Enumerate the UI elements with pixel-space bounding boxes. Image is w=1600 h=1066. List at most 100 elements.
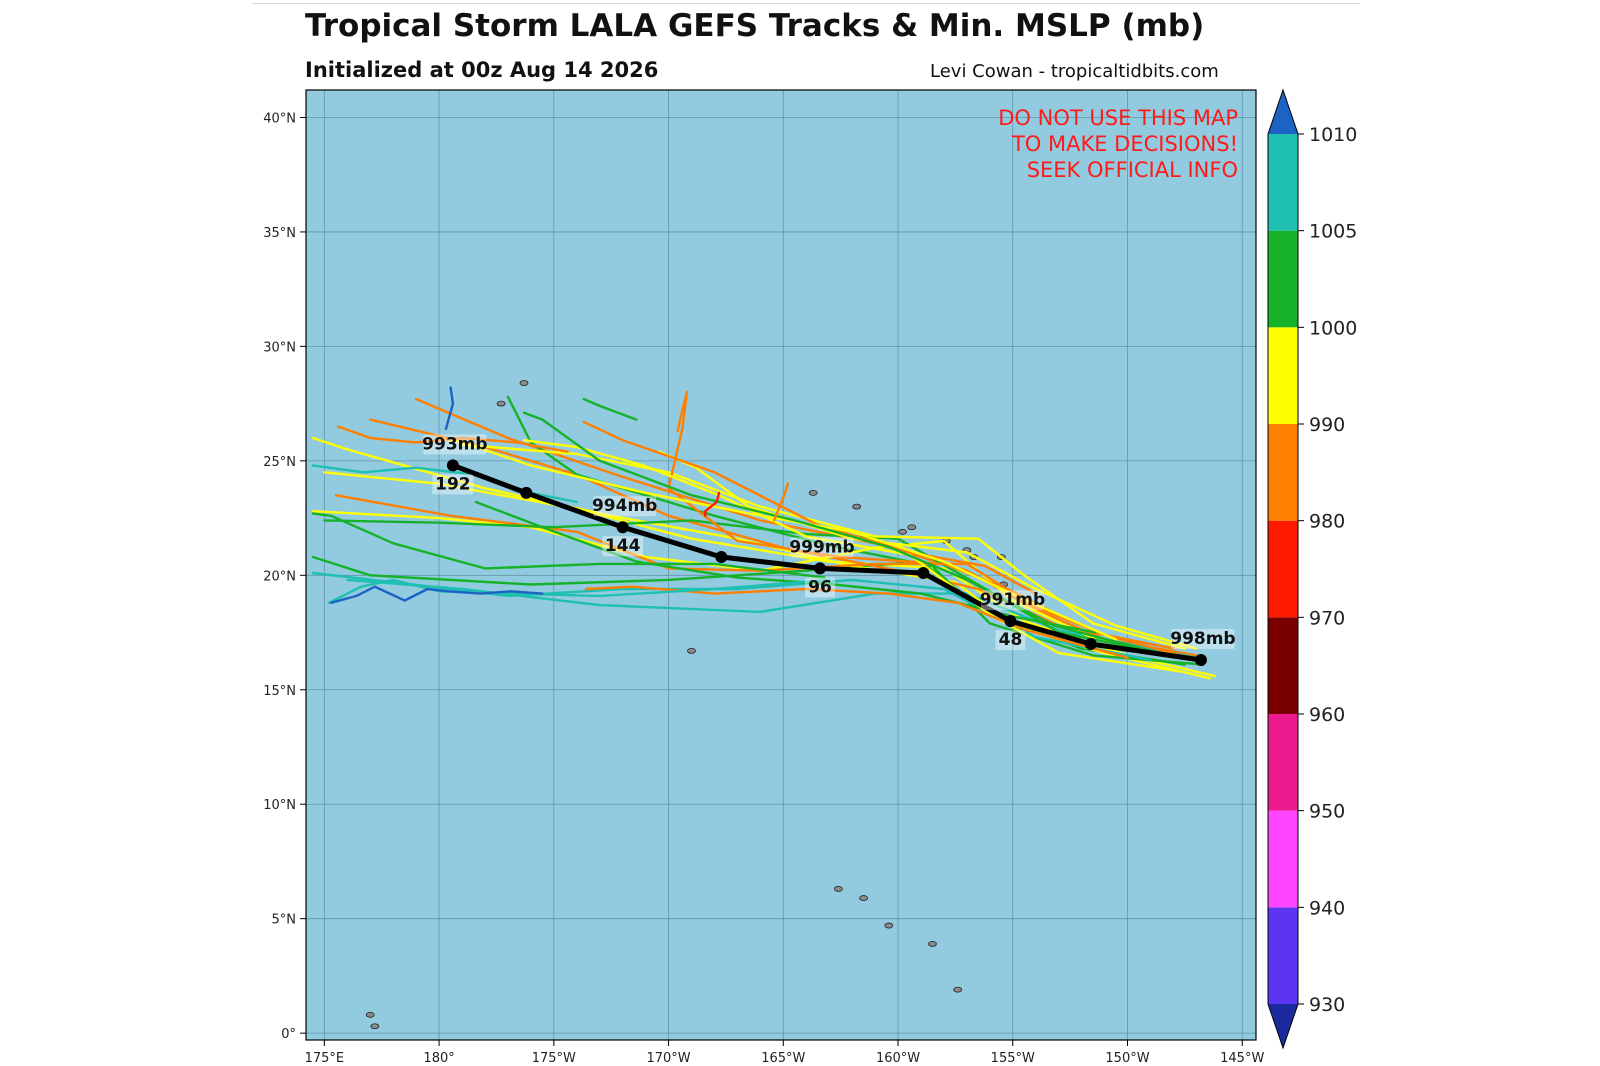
mean-track-point [616, 521, 629, 534]
colorbar-segment [1268, 327, 1298, 424]
colorbar-tick-label: 1010 [1309, 124, 1357, 146]
tick-label-lon: 165°W [761, 1051, 805, 1066]
mean-track-point [814, 562, 827, 575]
island [370, 1023, 380, 1030]
tick-label-lon: 170°W [646, 1051, 690, 1066]
ensemble-track [336, 425, 569, 453]
mean-track-point [1084, 637, 1097, 650]
island [907, 524, 917, 531]
warning-line: DO NOT USE THIS MAP [998, 106, 1238, 130]
pressure-label-bg [1171, 629, 1235, 649]
tick-label-lat: 0° [281, 1027, 296, 1042]
colorbar-tick-label: 1000 [1309, 317, 1357, 339]
pressure-label-bg [790, 537, 854, 558]
tick-label-lon: 160°W [876, 1051, 920, 1066]
colorbar-tick-label: 960 [1309, 704, 1345, 726]
forecast-hour-label: 144 [605, 536, 641, 556]
colorbar-segment [1268, 617, 1298, 714]
colorbar-segment [1268, 907, 1298, 1004]
ensemble-track [522, 411, 1152, 652]
colorbar-extend-low [1268, 1004, 1298, 1048]
island [808, 489, 818, 496]
tick-label-lat: 40°N [263, 111, 296, 126]
track-labels: 998mb 991mb 48 999mb 96 994mb 144 993mb 192 [422, 434, 1236, 651]
ensemble-track [584, 585, 1129, 659]
colorbar-segment [1268, 134, 1298, 231]
forecast-hour-label-bg [995, 630, 1026, 651]
ensemble-track [658, 450, 1198, 650]
tick-label-lon: 175°W [532, 1051, 576, 1066]
island [928, 940, 937, 947]
warning-line: SEEK OFFICIAL INFO [1027, 158, 1238, 182]
map-title: Tropical Storm LALA GEFS Tracks & Min. M… [305, 8, 1205, 44]
colorbar-segment [1268, 810, 1298, 908]
forecast-hour-label: 48 [999, 630, 1023, 650]
ensemble-track [437, 436, 1118, 641]
tick-label-lon: 180° [423, 1051, 454, 1066]
island [519, 380, 529, 386]
tick-label-lat: 5°N [272, 913, 297, 928]
island [898, 528, 908, 535]
island [884, 922, 894, 929]
colorbar-tick-label: 1005 [1309, 221, 1357, 243]
ensemble-track [311, 464, 578, 504]
pressure-label: 993mb [422, 434, 487, 454]
forecast-hour-label: 192 [435, 474, 471, 494]
pressure-label-bg [593, 496, 657, 517]
forecast-hour-label: 96 [808, 577, 832, 597]
island [852, 503, 862, 510]
colorbar-segment [1268, 714, 1298, 811]
colorbar-tick-label: 990 [1309, 414, 1345, 436]
pressure-label-bg [980, 590, 1044, 611]
pressure-label: 998mb [1170, 629, 1235, 649]
ensemble-track [676, 391, 689, 433]
map-frame [305, 89, 1257, 1041]
ensemble-track [582, 397, 638, 421]
ensemble-track [460, 443, 1187, 650]
map-subtitle: Initialized at 00z Aug 14 2026 [305, 58, 659, 82]
ensemble-track [444, 386, 455, 430]
mean-track-point [917, 567, 930, 580]
colorbar-tick-label: 940 [1309, 897, 1345, 919]
island [859, 895, 869, 901]
island [365, 1011, 375, 1018]
ensemble-track [772, 482, 790, 522]
mean-track-point [520, 486, 533, 499]
colorbar-tick-label: 930 [1309, 994, 1345, 1016]
colorbar-segment [1268, 520, 1298, 618]
pressure-label: 991mb [980, 590, 1045, 610]
colorbar-tick-label: 950 [1309, 801, 1345, 823]
island [687, 647, 696, 654]
tick-label-lat: 25°N [263, 455, 296, 470]
island [496, 400, 506, 407]
tick-label-lon: 145°W [1220, 1051, 1264, 1066]
colorbar-tick-label: 980 [1309, 511, 1345, 533]
mean-track-point [1004, 615, 1017, 628]
ensemble-track [323, 519, 1164, 655]
map-credit: Levi Cowan - tropicaltidbits.com [930, 61, 1219, 82]
ensemble-tracks [311, 386, 1216, 680]
pressure-label: 999mb [789, 537, 854, 557]
colorbar-extend-high [1268, 90, 1298, 134]
mean-track-point [715, 550, 728, 563]
tick-label-lat: 30°N [263, 340, 296, 355]
tick-label-lon: 155°W [991, 1051, 1035, 1066]
tick-label-lon: 175°E [305, 1051, 345, 1066]
island [833, 886, 843, 892]
tick-label-lon: 150°W [1105, 1051, 1149, 1066]
tick-label-lat: 15°N [263, 684, 296, 699]
ensemble-track [522, 439, 1182, 673]
ensemble-track [667, 391, 1072, 623]
colorbar-segment [1268, 230, 1298, 328]
tick-label-lat: 20°N [263, 569, 296, 584]
warning-line: TO MAKE DECISIONS! [1011, 132, 1238, 156]
pressure-label-bg [423, 434, 487, 455]
top-divider [252, 3, 1360, 4]
axis-ticks: 175°E 180° 175°W 170°W 165°W 160°W 155°W 150°W 1… [263, 111, 1264, 1066]
mean-track [446, 459, 1207, 666]
mean-track-point [446, 459, 459, 472]
colorbar-tick-label: 970 [1309, 607, 1345, 629]
ensemble-track [704, 491, 721, 517]
